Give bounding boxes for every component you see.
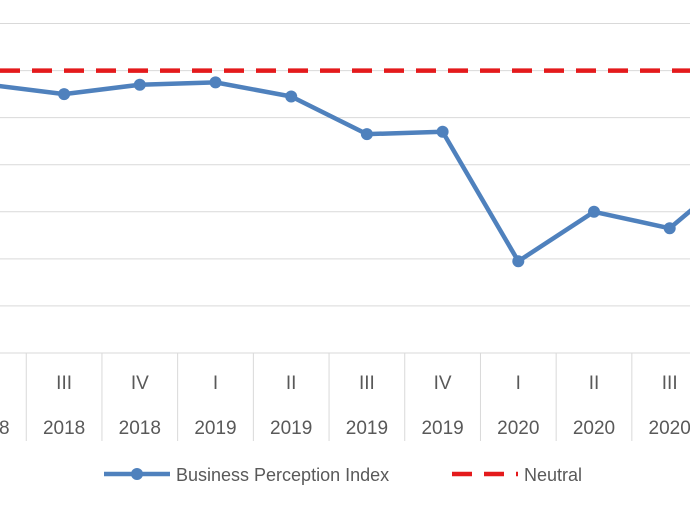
data-point: [285, 90, 298, 103]
quarter-tick-label: II: [286, 373, 297, 394]
quarter-tick-label: III: [359, 373, 375, 394]
legend-swatch-marker: [131, 468, 143, 480]
quarter-tick-label: IV: [434, 373, 452, 394]
legend-label: Neutral: [524, 465, 582, 485]
year-tick-label: 2019: [346, 418, 388, 439]
quarter-tick-label: II: [589, 373, 600, 394]
quarter-tick-label: III: [56, 373, 72, 394]
year-tick-label: 2018: [43, 418, 85, 439]
data-point: [588, 205, 600, 218]
legend: Business Perception Index Neutral: [104, 465, 582, 485]
year-tick-label: 2020: [649, 418, 690, 439]
series-line: [0, 80, 690, 264]
year-tick-label: 2020: [573, 418, 615, 439]
year-tick-label: 2018: [119, 418, 161, 439]
year-tick-label: 2019: [270, 418, 312, 439]
data-point: [133, 78, 146, 91]
data-point: [360, 128, 373, 141]
category-axis: II 2018 III 2018 IV 2018 I 2019 II 2019 III 2019 IV 2…: [0, 352, 690, 441]
data-point: [512, 255, 525, 268]
quarter-tick-label: I: [213, 373, 218, 394]
legend-label: Business Perception Index: [176, 465, 389, 485]
year-tick-label: 2019: [194, 418, 236, 439]
quarter-tick-label: III: [662, 373, 678, 394]
year-tick-label: 2019: [421, 418, 463, 439]
series-layer: [0, 68, 690, 268]
quarter-tick-label: I: [516, 373, 521, 394]
gridlines: [0, 23, 690, 307]
data-point: [663, 222, 676, 235]
series-business-perception-index: [0, 76, 690, 268]
data-point: [58, 88, 71, 101]
data-point: [436, 125, 449, 138]
quarter-tick-label: IV: [131, 373, 149, 394]
year-tick-label: 2018: [0, 418, 10, 439]
year-tick-label: 2020: [497, 418, 539, 439]
data-point: [209, 76, 222, 89]
